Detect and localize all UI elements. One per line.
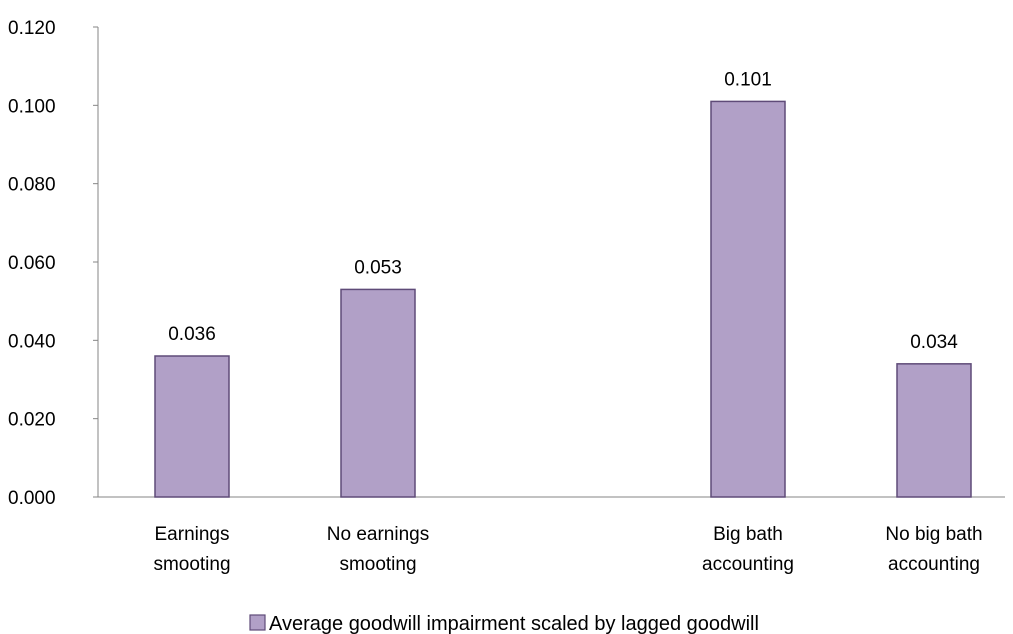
y-tick-label: 0.060 [8,253,56,274]
data-label: 0.053 [354,257,402,278]
y-tick-label: 0.120 [8,18,56,39]
x-category-label: smooting [153,554,230,575]
x-category-label: Earnings [155,524,230,545]
legend-label: Average goodwill impairment scaled by la… [269,613,759,634]
y-tick-label: 0.000 [8,488,56,509]
y-tick-label: 0.100 [8,96,56,117]
legend-swatch [249,614,266,631]
y-tick-label: 0.080 [8,175,56,196]
category-labels: Earnings smooting No earnings smooting Big b… [153,524,982,575]
x-category-label: No earnings [327,524,429,545]
bar [340,288,416,498]
x-category-label: Big bath [713,524,783,545]
y-tick-label: 0.040 [8,331,56,352]
bar [896,363,972,498]
x-category-label: accounting [702,554,794,575]
data-label: 0.034 [910,332,958,353]
bar [710,100,786,498]
data-labels: 0.036 0.053 0.101 0.034 [168,69,958,352]
bar-series [154,100,972,498]
y-tick-label: 0.020 [8,410,56,431]
x-category-label: accounting [888,554,980,575]
data-label: 0.036 [168,324,216,345]
y-axis: 0.000 0.020 0.040 0.060 0.080 0.100 0.120 [8,18,99,509]
bar [154,355,230,498]
x-category-label: smooting [339,554,416,575]
data-label: 0.101 [724,69,772,90]
x-category-label: No big bath [885,524,982,545]
legend: Average goodwill impairment scaled by la… [249,613,759,634]
